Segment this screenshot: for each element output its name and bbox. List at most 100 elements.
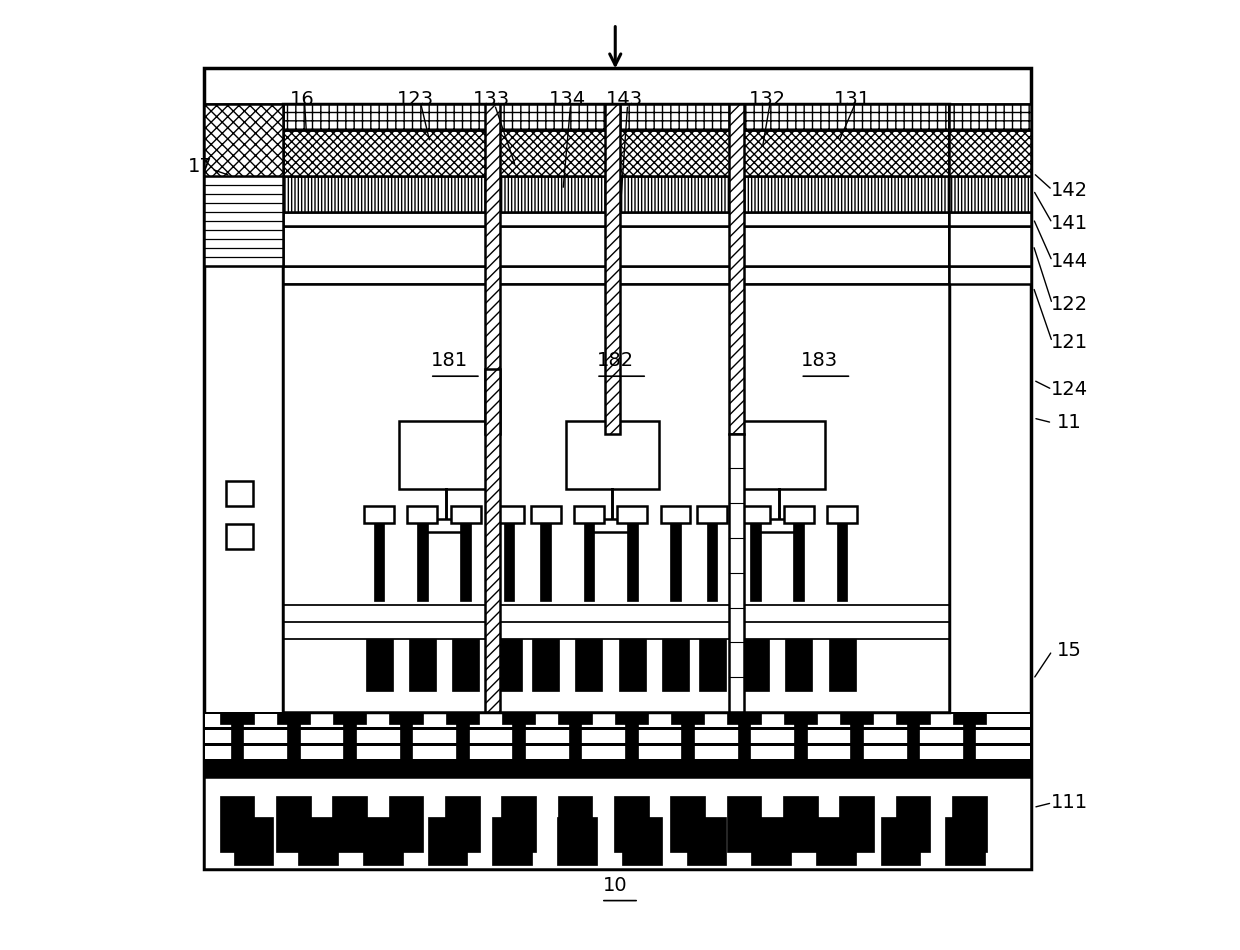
- Bar: [729, 433, 744, 712]
- Bar: [839, 712, 873, 724]
- Bar: [388, 795, 423, 851]
- Bar: [203, 745, 1032, 760]
- Text: 144: 144: [1050, 252, 1087, 271]
- Bar: [949, 129, 1032, 176]
- Bar: [728, 712, 760, 724]
- Bar: [445, 712, 479, 724]
- Text: 183: 183: [801, 352, 838, 370]
- Text: 111: 111: [1050, 793, 1087, 812]
- Text: 122: 122: [1050, 294, 1087, 314]
- Bar: [399, 421, 492, 489]
- Bar: [501, 795, 536, 851]
- Bar: [949, 104, 1032, 266]
- Bar: [827, 506, 857, 522]
- Bar: [332, 795, 367, 851]
- Bar: [687, 817, 727, 865]
- Bar: [671, 795, 706, 851]
- Bar: [740, 506, 770, 522]
- Bar: [373, 522, 384, 600]
- Bar: [851, 712, 863, 760]
- Bar: [671, 712, 704, 724]
- Bar: [366, 639, 393, 691]
- Bar: [203, 730, 1032, 744]
- Bar: [662, 639, 689, 691]
- Bar: [494, 506, 525, 522]
- Bar: [226, 523, 253, 549]
- Bar: [837, 522, 847, 600]
- Bar: [496, 639, 522, 691]
- Text: 182: 182: [596, 352, 634, 370]
- Bar: [288, 712, 300, 760]
- Bar: [615, 712, 647, 724]
- Bar: [670, 522, 681, 600]
- Bar: [697, 506, 727, 522]
- Bar: [895, 795, 930, 851]
- Text: 124: 124: [1050, 380, 1087, 399]
- Bar: [283, 284, 949, 712]
- Bar: [949, 226, 1032, 266]
- Bar: [503, 522, 515, 600]
- Bar: [738, 712, 750, 760]
- Text: 133: 133: [474, 90, 511, 109]
- Bar: [512, 712, 525, 760]
- Bar: [698, 639, 725, 691]
- Bar: [575, 639, 603, 691]
- Bar: [751, 817, 791, 865]
- Bar: [558, 795, 593, 851]
- Bar: [732, 421, 826, 489]
- Bar: [621, 817, 662, 865]
- Bar: [949, 176, 1032, 212]
- Bar: [424, 520, 467, 532]
- Bar: [727, 795, 761, 851]
- Bar: [334, 712, 366, 724]
- Bar: [363, 817, 403, 865]
- Bar: [682, 712, 694, 760]
- Bar: [816, 817, 856, 865]
- Bar: [219, 795, 254, 851]
- Bar: [839, 795, 874, 851]
- Bar: [952, 712, 986, 724]
- Bar: [625, 712, 637, 760]
- Bar: [408, 506, 438, 522]
- Bar: [226, 481, 253, 506]
- Bar: [485, 104, 500, 433]
- Bar: [203, 68, 1032, 869]
- Bar: [565, 421, 658, 489]
- Bar: [299, 817, 339, 865]
- Bar: [784, 506, 813, 522]
- Bar: [963, 712, 976, 760]
- Bar: [541, 522, 551, 600]
- Bar: [203, 104, 283, 176]
- Text: 181: 181: [430, 352, 467, 370]
- Bar: [949, 266, 1032, 284]
- Bar: [558, 712, 591, 724]
- Bar: [897, 712, 930, 724]
- Text: 141: 141: [1050, 214, 1087, 233]
- Bar: [283, 212, 949, 226]
- Text: 121: 121: [1050, 332, 1087, 352]
- Bar: [409, 639, 436, 691]
- Bar: [531, 506, 560, 522]
- Bar: [283, 176, 949, 212]
- Bar: [574, 506, 604, 522]
- Bar: [661, 506, 691, 522]
- Bar: [618, 506, 647, 522]
- Bar: [750, 522, 761, 600]
- Text: 16: 16: [289, 90, 314, 109]
- Bar: [233, 817, 273, 865]
- Bar: [283, 129, 949, 176]
- Bar: [399, 712, 412, 760]
- Text: 142: 142: [1050, 180, 1087, 200]
- Bar: [785, 639, 812, 691]
- Bar: [532, 639, 559, 691]
- Bar: [828, 639, 856, 691]
- Bar: [485, 370, 500, 712]
- Bar: [277, 795, 311, 851]
- Bar: [605, 104, 620, 433]
- Bar: [283, 226, 949, 266]
- Bar: [389, 712, 423, 724]
- Bar: [492, 817, 532, 865]
- Bar: [203, 713, 1032, 728]
- Bar: [906, 712, 919, 760]
- Bar: [584, 522, 594, 600]
